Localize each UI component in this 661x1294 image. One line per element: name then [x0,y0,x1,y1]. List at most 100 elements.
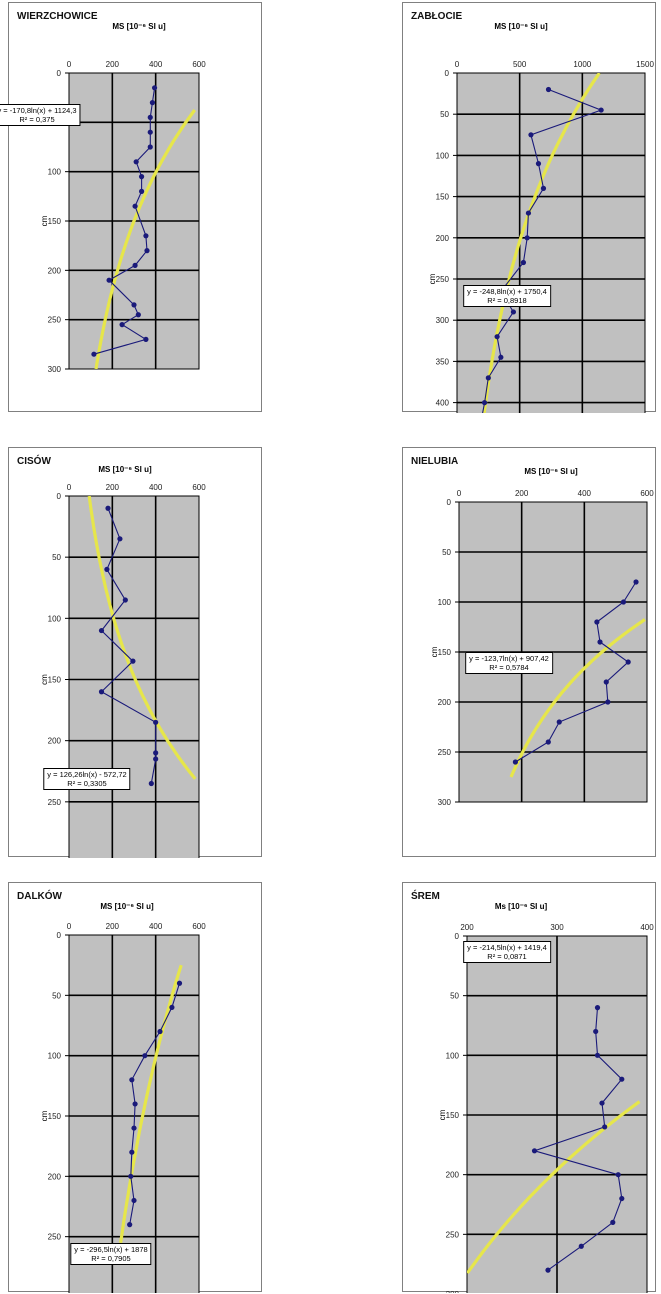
y-tick-label: 200 [446,1171,460,1180]
y-tick-label: 0 [447,498,452,507]
data-point [593,1028,599,1035]
data-point [133,159,139,165]
x-tick-label: 400 [149,60,163,69]
y-axis-label: cm [40,1110,49,1121]
chart-wierzchowice: WIERZCHOWICE MS [10⁻⁶ SI u]0200400600050… [0,2,262,412]
site-title: DALKÓW [17,891,62,902]
regression-equation-box: y = -170,8ln(x) + 1124,3 R² = 0,375 [0,104,81,126]
y-tick-label: 50 [450,992,459,1001]
trend-line [467,1100,641,1275]
data-point [143,336,149,342]
y-tick-label: 250 [48,798,62,807]
x-tick-label: 200 [106,483,120,492]
data-point [603,679,609,685]
y-tick-label: 100 [436,151,450,160]
data-point [498,354,504,360]
r-squared: R² = 0,375 [19,115,55,124]
x-tick-label: 0 [457,489,462,498]
x-tick-label: 200 [106,60,120,69]
trend-line [119,964,183,1243]
chart-svg: MS [10⁻⁶ SI u]02004006000501001502002503… [40,22,206,374]
regression-equation: y = 126,26ln(x) - 572,72 [47,770,127,779]
chart-svg: MS [10⁻⁶ SI u]02004006000501001502002503… [40,902,206,1293]
data-point [598,107,604,113]
chart-svg: MS [10⁻⁶ SI u]02004006000501001502002503… [40,465,206,858]
site-title: CISÓW [17,456,51,467]
data-point [153,756,159,762]
regression-equation-box: y = -248,8ln(x) + 1750,4 R² = 0,8918 [463,285,551,307]
y-tick-label: 100 [446,1051,460,1060]
x-tick-label: 0 [67,483,72,492]
data-point [142,1053,148,1059]
regression-equation-box: y = -214,5ln(x) + 1419,4 R² = 0,0871 [463,941,551,963]
y-axis-label: cm [40,215,49,226]
data-point [147,114,153,120]
data-point [147,144,153,150]
y-tick-label: 300 [446,1290,460,1293]
site-title: ZABŁOCIE [411,11,463,22]
y-tick-label: 200 [48,266,62,275]
data-point [131,302,137,308]
data-point [545,739,551,745]
y-tick-label: 250 [48,1233,62,1242]
x-tick-label: 300 [550,923,564,932]
x-tick-label: 400 [149,922,163,931]
y-axis-label: cm [428,273,437,284]
data-point [130,658,136,664]
x-axis-label: Ms [10⁻⁶ SI u] [495,902,548,911]
x-axis-label: MS [10⁻⁶ SI u] [112,22,166,31]
y-tick-label: 50 [52,553,61,562]
trend-line [94,109,196,369]
data-point [597,639,603,645]
chart-cisow: CISÓW MS [10⁻⁶ SI u] 0 200 400 600 0 50 100 150 2… [8,447,262,858]
data-point [176,980,183,986]
data-point [128,1173,134,1179]
data-point [132,203,138,209]
y-tick-label: 250 [48,316,62,325]
regression-equation: y = -214,5ln(x) + 1419,4 [467,943,547,952]
y-tick-label: 150 [48,217,62,226]
x-axis-label: MS [10⁻⁶ SI u] [524,467,578,476]
data-point [531,1148,538,1154]
y-tick-label: 150 [446,1111,460,1120]
y-tick-label: 50 [442,548,451,557]
data-point [494,334,500,340]
data-point [135,312,141,318]
chart-zablocie: ZABŁOCIE MS [10⁻⁶ SI u] 0 500 1000 1500 0 50 10… [402,2,656,413]
x-tick-label: 400 [149,483,163,492]
data-point [122,597,128,603]
data-point [594,1052,601,1058]
data-point [149,100,156,106]
data-point [104,566,110,572]
data-point [524,235,530,241]
data-point [91,351,97,357]
y-tick-label: 0 [57,69,62,78]
y-tick-label: 150 [436,193,450,202]
x-tick-label: 0 [67,922,72,931]
data-point [512,759,518,765]
regression-equation-box: y = 126,26ln(x) - 572,72 R² = 0,3305 [43,768,131,790]
x-tick-label: 200 [106,922,120,931]
data-point [610,1219,616,1225]
data-point [540,185,547,191]
data-point [138,188,145,194]
x-axis-label: MS [10⁻⁶ SI u] [98,465,152,474]
data-point [615,1172,621,1178]
site-title: NIELUBIA [411,456,459,467]
data-point [594,619,600,625]
x-tick-label: 600 [192,483,206,492]
data-point [129,1077,135,1083]
trend-line [482,73,601,413]
x-axis-label: MS [10⁻⁶ SI u] [100,902,154,911]
regression-equation: y = -248,8ln(x) + 1750,4 [467,287,547,296]
regression-equation: y = -170,8ln(x) + 1124,3 [0,106,77,115]
x-tick-label: 600 [640,489,654,498]
data-point [510,309,516,315]
x-tick-label: 400 [578,489,592,498]
data-point [143,233,149,239]
data-point [619,1076,625,1082]
data-point [633,579,639,585]
data-point [105,505,111,511]
y-axis-label: cm [40,674,49,685]
